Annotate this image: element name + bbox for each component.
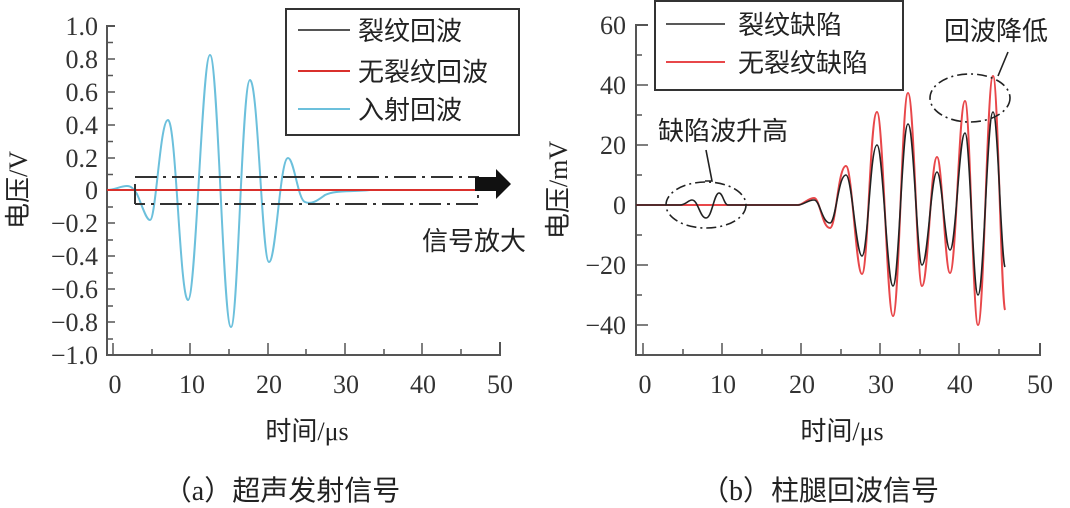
ytick: 0 [85,176,98,205]
chart-a-series-incident [106,53,478,329]
ytick: −0.8 [51,308,98,337]
chart-a-y-ticks: 1.0 0.8 0.6 0.4 0.2 0 −0.2 −0.4 −0.6 −0.… [51,12,98,370]
chart-a-caption: （a）超声发射信号 [164,475,400,507]
xtick: 40 [947,370,973,399]
xtick: 20 [256,370,282,399]
chart-b-y-ticks: 60 40 20 0 −20 −40 [585,11,626,340]
chart-a-xlabel: 时间/μs [265,417,348,446]
chart-a-legend: 裂纹回波 无裂纹回波 入射回波 [285,8,520,136]
legend-label: 裂纹缺陷 [738,11,842,40]
chart-b-annotation-right: 回波降低 [944,17,1048,46]
ytick: 0.6 [66,78,99,107]
chart-b-ylabel: 电压/mV [544,141,573,239]
ytick: 20 [600,131,626,160]
ytick: −0.2 [51,209,98,238]
chart-a-x-ticks: 0 10 20 30 40 50 [109,370,514,399]
chart-b-annotation-ellipses [665,73,1011,229]
xtick: 50 [1027,370,1053,399]
xtick: 20 [789,370,815,399]
xtick: 10 [179,370,205,399]
xtick: 30 [333,370,359,399]
ytick: 0.2 [66,144,99,173]
xtick: 30 [868,370,894,399]
xtick: 50 [487,370,513,399]
ytick: 0 [613,191,626,220]
ytick: 0.4 [66,111,99,140]
chart-b-x-ticks: 0 10 20 30 40 50 [639,370,1054,399]
legend-label: 无裂纹缺陷 [738,49,868,78]
legend-label: 裂纹回波 [358,17,462,46]
chart-b-xlabel: 时间/μs [800,417,883,446]
ytick: −40 [585,311,626,340]
chart-a-annotation: 信号放大 [422,227,526,256]
chart-a-zoom-box [134,176,479,205]
ytick: 0.8 [66,45,99,74]
xtick: 10 [710,370,736,399]
chart-a-ylabel: 电压/V [4,151,33,229]
ytick: −0.6 [51,275,98,304]
chart-b-legend: 裂纹缺陷 无裂纹缺陷 [654,0,904,91]
chart-b-series-crack [636,111,1006,296]
ytick: −0.4 [51,242,98,271]
chart-b: 60 40 20 0 −20 −40 电压/mV 0 10 20 30 40 5… [544,0,1054,507]
ytick: 40 [600,71,626,100]
chart-a: 1.0 0.8 0.6 0.4 0.2 0 −0.2 −0.4 −0.6 −0.… [4,8,526,507]
legend-label: 无裂纹回波 [358,58,488,87]
arrow-right-icon [475,169,511,199]
chart-b-annotation-left: 缺陷波升高 [658,117,788,146]
ytick: −1.0 [51,341,98,370]
ytick: 1.0 [66,12,99,41]
ytick: 60 [600,11,626,40]
xtick: 0 [109,370,122,399]
chart-a-axes [106,25,501,356]
chart-b-caption: （b）柱腿回波信号 [701,475,939,507]
xtick: 0 [639,370,652,399]
legend-label: 入射回波 [358,96,462,125]
xtick: 40 [410,370,436,399]
chart-b-leader-lines [705,51,1009,182]
ytick: −20 [585,251,626,280]
